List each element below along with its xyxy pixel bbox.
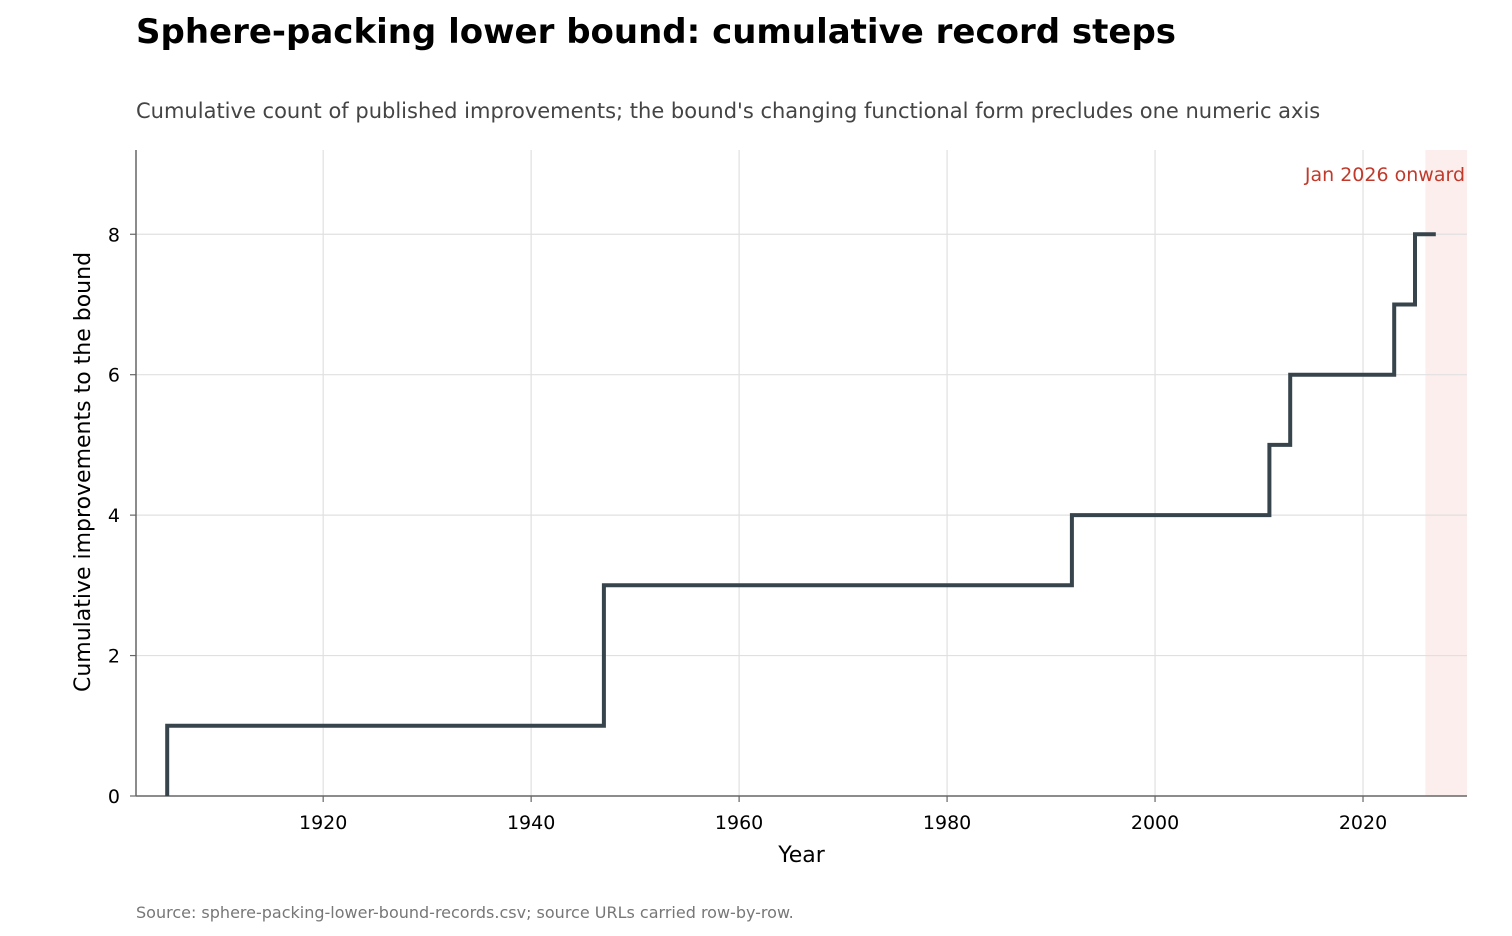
grid-layer — [136, 150, 1467, 796]
highlight-layer — [1425, 150, 1467, 796]
x-tick-label: 1960 — [715, 812, 763, 834]
highlight-label: Jan 2026 onward — [1304, 164, 1465, 186]
x-axis-label: Year — [777, 843, 826, 868]
y-tick-label: 8 — [108, 224, 120, 246]
y-tick-label: 4 — [108, 505, 120, 527]
chart-subtitle: Cumulative count of published improvemen… — [136, 99, 1321, 123]
x-tick-label: 2020 — [1339, 812, 1387, 834]
axis-layer — [135, 150, 1467, 797]
y-tick-label: 2 — [108, 646, 120, 668]
y-tick-label: 6 — [108, 365, 120, 387]
x-tick-label: 1980 — [923, 812, 971, 834]
series-step-line — [165, 232, 1436, 796]
series-layer — [165, 232, 1436, 796]
x-tick-label: 2000 — [1131, 812, 1179, 834]
ticks-layer: 1920 1940 1960 1980 2000 2020 0 2 4 6 8 — [108, 224, 1387, 834]
chart-title: Sphere-packing lower bound: cumulative r… — [136, 12, 1177, 52]
highlight-region — [1425, 150, 1467, 796]
source-note: Source: sphere-packing-lower-bound-recor… — [136, 903, 794, 922]
x-tick-label: 1940 — [507, 812, 555, 834]
y-axis-label: Cumulative improvements to the bound — [71, 252, 96, 692]
y-tick-label: 0 — [108, 786, 120, 808]
x-tick-label: 1920 — [299, 812, 347, 834]
